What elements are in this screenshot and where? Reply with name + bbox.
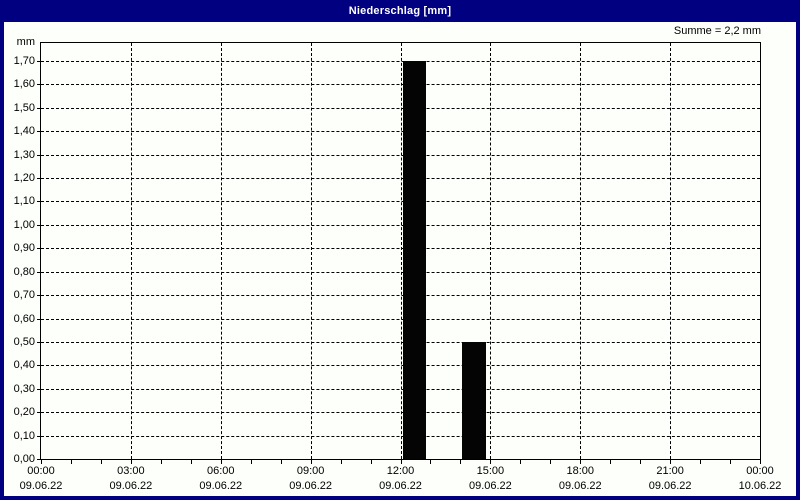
x-axis-time-label: 00:00 xyxy=(27,465,55,477)
x-axis-date-label: 10.06.22 xyxy=(738,480,782,492)
x-axis-hour-tick xyxy=(401,460,402,464)
x-axis-hour-tick xyxy=(371,460,372,464)
x-axis-hour-tick xyxy=(71,460,72,464)
y-axis-tick xyxy=(37,61,40,63)
y-axis-tick xyxy=(37,131,40,133)
y-axis-tick xyxy=(37,201,40,203)
x-axis-date-label: 09.06.22 xyxy=(199,480,243,492)
x-axis-date-label: 09.06.22 xyxy=(19,480,63,492)
y-axis-tick-label: 1,30 xyxy=(13,148,35,161)
x-axis-hour-tick xyxy=(341,460,342,464)
x-axis-hour-tick xyxy=(760,460,761,464)
y-axis-tick-label: 0,10 xyxy=(13,429,35,442)
y-axis-tick xyxy=(37,224,40,226)
y-axis-tick xyxy=(37,388,40,390)
y-axis-tick-label: 1,40 xyxy=(13,125,35,138)
x-axis-date-label: 09.06.22 xyxy=(379,480,422,492)
x-axis-hour-tick xyxy=(670,460,671,464)
x-axis-date-label: 09.06.22 xyxy=(558,480,602,492)
x-axis-time-label: 00:00 xyxy=(746,465,774,477)
y-axis-tick xyxy=(37,178,40,180)
gridline-v xyxy=(490,43,492,459)
x-axis-date-label: 09.06.22 xyxy=(289,480,333,492)
x-axis-time-label: 15:00 xyxy=(476,465,505,477)
x-axis-time-label: 18:00 xyxy=(566,465,595,477)
gridline-v xyxy=(580,43,582,459)
x-axis-hour-tick xyxy=(700,460,701,464)
y-axis-tick xyxy=(37,107,40,109)
x-axis-hour-tick xyxy=(610,460,611,464)
y-axis-tick-label: 1,70 xyxy=(13,55,35,68)
x-axis-date-label: 09.06.22 xyxy=(109,480,153,492)
x-axis-time-label: 06:00 xyxy=(206,465,235,477)
y-axis-tick-label: 0,40 xyxy=(13,359,35,372)
x-axis-hour-tick xyxy=(251,460,252,464)
x-axis-hour-tick xyxy=(101,460,102,464)
y-axis-tick-label: 1,10 xyxy=(13,195,35,208)
x-axis-date-label: 09.06.22 xyxy=(648,480,692,492)
x-axis-hour-tick xyxy=(191,460,192,464)
gridline-v xyxy=(670,43,672,459)
x-axis-hour-tick xyxy=(490,460,491,464)
y-axis-tick xyxy=(37,412,40,414)
gridline-v xyxy=(400,43,402,459)
y-axis-tick-label: 1,60 xyxy=(13,78,35,91)
x-axis-hour-tick xyxy=(640,460,641,464)
x-axis-time-label: 21:00 xyxy=(656,465,684,477)
y-axis-tick-label: 0,00 xyxy=(13,453,35,465)
x-axis-hour-tick xyxy=(730,460,731,464)
title-bar: Niederschlag [mm] xyxy=(0,0,800,22)
window-title: Niederschlag [mm] xyxy=(348,5,452,17)
x-axis-hour-tick xyxy=(161,460,162,464)
y-axis-tick xyxy=(37,271,40,273)
x-axis-time-label: 12:00 xyxy=(386,465,415,477)
x-axis-time-label: 09:00 xyxy=(296,465,325,477)
x-axis-hour-tick xyxy=(550,460,551,464)
gridline-v xyxy=(130,43,132,459)
x-axis-hour-tick xyxy=(41,460,42,464)
y-axis-tick xyxy=(37,341,40,343)
gridline-v xyxy=(310,43,312,459)
y-axis-tick xyxy=(37,318,40,320)
y-axis-unit-label: mm xyxy=(16,36,35,48)
y-axis-tick-label: 0,50 xyxy=(13,335,35,348)
y-axis-tick-label: 0,60 xyxy=(13,312,35,325)
plot-area xyxy=(40,42,761,460)
x-axis-hour-tick xyxy=(131,460,132,464)
x-axis-time-label: 03:00 xyxy=(117,465,145,477)
y-axis-tick-label: 0,90 xyxy=(13,242,35,255)
x-axis-date-label: 09.06.22 xyxy=(468,480,512,492)
x-axis-hour-tick xyxy=(281,460,282,464)
x-axis-hour-tick xyxy=(430,460,431,464)
y-axis-tick xyxy=(37,295,40,297)
precipitation-bar xyxy=(402,61,427,459)
gridline-v xyxy=(220,43,222,459)
y-axis-tick-label: 1,00 xyxy=(13,218,35,231)
y-axis-tick xyxy=(37,365,40,367)
y-axis-tick xyxy=(37,154,40,156)
sum-annotation: Summe = 2,2 mm xyxy=(673,25,761,37)
y-axis-tick-label: 0,30 xyxy=(13,382,35,395)
x-axis-hour-tick xyxy=(221,460,222,464)
y-axis-tick xyxy=(37,248,40,250)
y-axis-tick xyxy=(37,84,40,86)
precipitation-bar xyxy=(462,341,487,459)
x-axis-hour-tick xyxy=(311,460,312,464)
y-axis-tick-label: 1,20 xyxy=(13,172,35,185)
y-axis-tick-label: 1,50 xyxy=(13,101,35,114)
y-axis-tick xyxy=(37,459,40,460)
chart-content: Summe = 2,2 mm mm 0,00 0,10 0,20 0,30 0,40 0,… xyxy=(4,22,796,496)
x-axis-hour-tick xyxy=(580,460,581,464)
y-axis-tick xyxy=(37,435,40,437)
x-axis-hour-tick xyxy=(520,460,521,464)
x-axis-hour-tick xyxy=(460,460,461,464)
y-axis-tick-label: 0,80 xyxy=(13,265,35,278)
y-axis-tick-label: 0,20 xyxy=(13,406,35,419)
y-axis-tick-label: 0,70 xyxy=(13,289,35,302)
